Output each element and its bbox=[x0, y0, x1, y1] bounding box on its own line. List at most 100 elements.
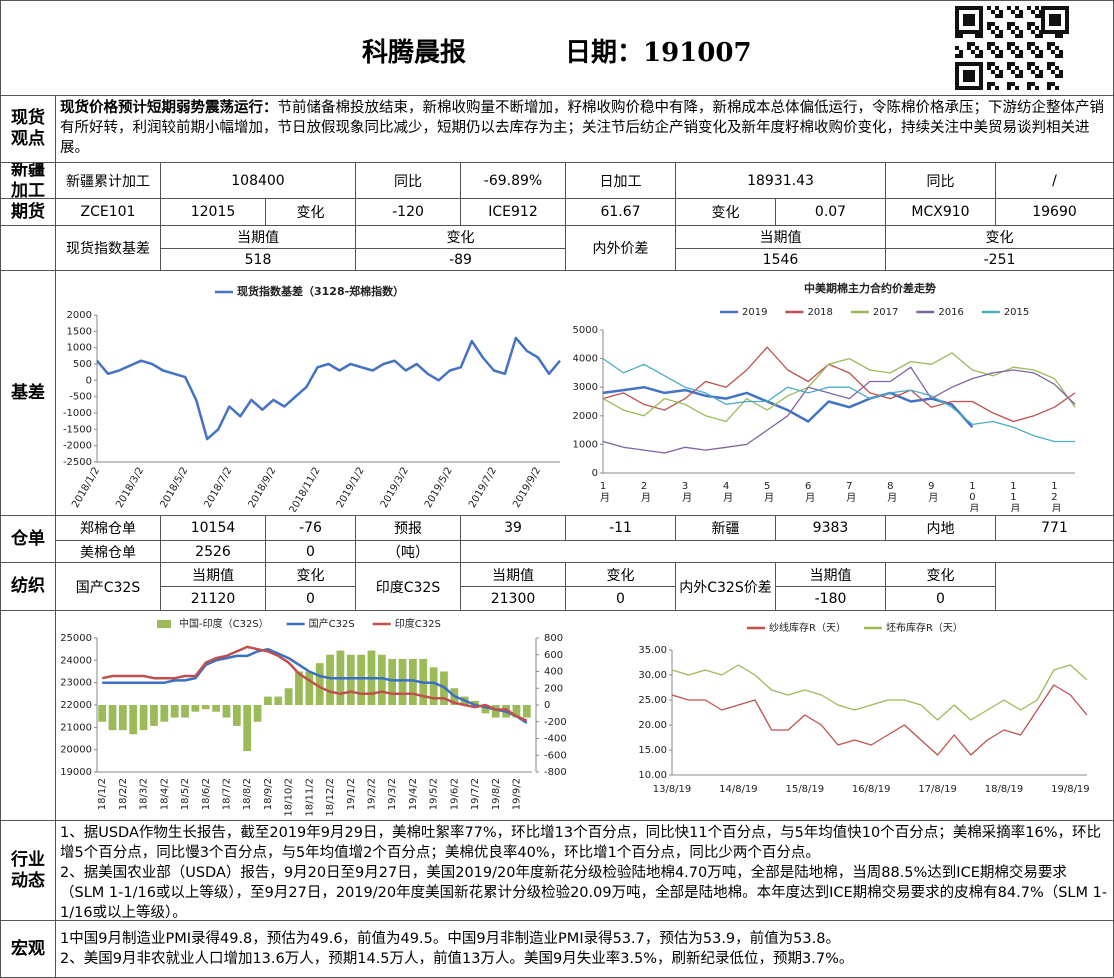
qr-module bbox=[1019, 30, 1023, 34]
qr-module bbox=[1019, 10, 1023, 14]
table-cell: 变化 bbox=[355, 225, 566, 249]
series-line bbox=[602, 346, 1076, 423]
table-cell: 变化 bbox=[565, 562, 676, 587]
x-tick-label: 2019/9/2 bbox=[511, 466, 543, 510]
qr-module bbox=[1055, 74, 1059, 78]
y-tick-label: 1000 bbox=[573, 439, 598, 450]
qr-module bbox=[971, 42, 975, 46]
x-tick-label: 18/12/2 bbox=[325, 778, 336, 817]
x-tick-label: 18/8/19 bbox=[985, 784, 1024, 795]
qr-module bbox=[1007, 62, 1011, 66]
table-cell: 0 bbox=[265, 586, 356, 611]
y-tick-label: 1500 bbox=[67, 326, 92, 337]
header-cell bbox=[0, 0, 1114, 96]
industry-item: 1、据USDA作物生长报告，截至2019年9月29日，美棉吐絮率77%，环比增1… bbox=[60, 825, 1101, 861]
table-cell: 当期值 bbox=[775, 562, 886, 587]
y2-tick-label: -400 bbox=[544, 734, 567, 745]
qr-module bbox=[987, 62, 991, 66]
bar bbox=[315, 663, 324, 705]
bar bbox=[150, 705, 158, 726]
qr-module bbox=[1047, 82, 1051, 86]
qr-module bbox=[963, 14, 975, 26]
qr-module bbox=[979, 54, 983, 58]
qr-module bbox=[991, 22, 995, 26]
x-tick-label: 6月 bbox=[803, 481, 815, 503]
table-cell: 现货指数基差 bbox=[55, 225, 161, 271]
qr-code bbox=[955, 6, 1069, 90]
y-tick-label: 1000 bbox=[67, 343, 92, 354]
table-cell: 0 bbox=[265, 540, 356, 563]
y2-tick-label: 200 bbox=[544, 683, 563, 694]
x-tick-label: 18/8/2 bbox=[242, 778, 253, 810]
table-cell: 内外C32S价差 bbox=[675, 562, 776, 611]
bar bbox=[398, 658, 407, 705]
y-tick-label: 4000 bbox=[573, 354, 598, 365]
qr-module bbox=[1007, 42, 1011, 46]
table-cell: 19690 bbox=[995, 198, 1114, 226]
series-line bbox=[602, 366, 1076, 454]
series-line bbox=[671, 664, 1088, 721]
x-tick-label: 8月 bbox=[885, 481, 897, 503]
qr-module bbox=[1007, 6, 1011, 10]
bar bbox=[512, 705, 521, 718]
legend-label: 印度C32S bbox=[395, 617, 441, 630]
x-tick-label: 2019/7/2 bbox=[467, 466, 499, 510]
industry-news: 1、据USDA作物生长报告，截至2019年9月29日，美棉吐絮率77%，环比增1… bbox=[55, 820, 1114, 921]
qr-module bbox=[1039, 74, 1043, 78]
bar bbox=[491, 705, 500, 718]
qr-module bbox=[987, 82, 991, 86]
bar bbox=[522, 705, 531, 718]
x-tick-label: 11月 bbox=[1008, 481, 1020, 512]
qr-module bbox=[1031, 82, 1035, 86]
table-cell: 当期值 bbox=[460, 562, 566, 587]
qr-module bbox=[1027, 22, 1031, 26]
legend-label: 2015 bbox=[1004, 307, 1029, 318]
qr-module bbox=[1015, 26, 1019, 30]
qr-module bbox=[987, 26, 991, 30]
qr-module bbox=[1035, 54, 1039, 58]
x-tick-label: 18/11/2 bbox=[304, 778, 315, 817]
qr-module bbox=[975, 46, 979, 50]
y-tick-label: 21000 bbox=[60, 722, 92, 733]
x-tick-label: 18/5/2 bbox=[180, 778, 191, 810]
bar bbox=[295, 671, 303, 705]
y-tick-label: 30.00 bbox=[638, 670, 667, 681]
series-line bbox=[102, 647, 528, 724]
x-tick-label: 2018/3/2 bbox=[114, 466, 146, 510]
qr-module bbox=[987, 66, 991, 70]
table-cell: 变化 bbox=[265, 198, 356, 226]
table-cell: -11 bbox=[565, 515, 676, 541]
bar bbox=[471, 700, 479, 705]
bar bbox=[191, 705, 200, 712]
series-line bbox=[671, 684, 1088, 756]
qr-module bbox=[975, 34, 979, 38]
qr-module bbox=[991, 10, 995, 14]
table-cell: 印度C32S bbox=[355, 562, 461, 611]
x-tick-label: 18/10/2 bbox=[284, 778, 295, 817]
x-tick-label: 19/2/2 bbox=[366, 778, 377, 810]
y2-tick-label: 800 bbox=[544, 633, 563, 644]
section-label: 期货 bbox=[0, 198, 56, 226]
qr-module bbox=[1047, 46, 1051, 50]
table-cell: 9383 bbox=[775, 515, 886, 541]
macro-news: 1中国9月制造业PMI录得49.8，预估为49.6，前值为49.5。中国9月非制… bbox=[55, 920, 1114, 978]
qr-module bbox=[1015, 46, 1019, 50]
qr-module bbox=[1039, 54, 1043, 58]
qr-module bbox=[991, 70, 995, 74]
qr-module bbox=[999, 10, 1003, 14]
chart: 19000 20000 21000 22000 23000 24000 25000 -800 -… bbox=[60, 617, 567, 817]
bar bbox=[253, 705, 262, 722]
qr-module bbox=[995, 54, 999, 58]
table-cell: 内地 bbox=[885, 515, 996, 541]
qr-module bbox=[1035, 26, 1039, 30]
qr-module bbox=[1027, 42, 1031, 46]
bar bbox=[201, 705, 210, 710]
qr-module bbox=[959, 34, 963, 38]
qr-module bbox=[999, 70, 1003, 74]
qr-module bbox=[1007, 86, 1011, 90]
table-cell: -120 bbox=[355, 198, 461, 226]
qr-module bbox=[995, 26, 999, 30]
table-cell: 新疆累计加工 bbox=[55, 162, 161, 199]
table-cell: -89 bbox=[355, 248, 566, 271]
qr-module bbox=[991, 30, 995, 34]
